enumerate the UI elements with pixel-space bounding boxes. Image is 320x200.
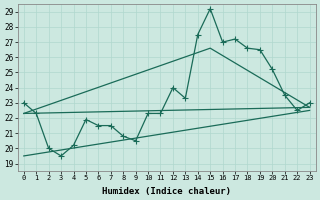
X-axis label: Humidex (Indice chaleur): Humidex (Indice chaleur) [102, 187, 231, 196]
